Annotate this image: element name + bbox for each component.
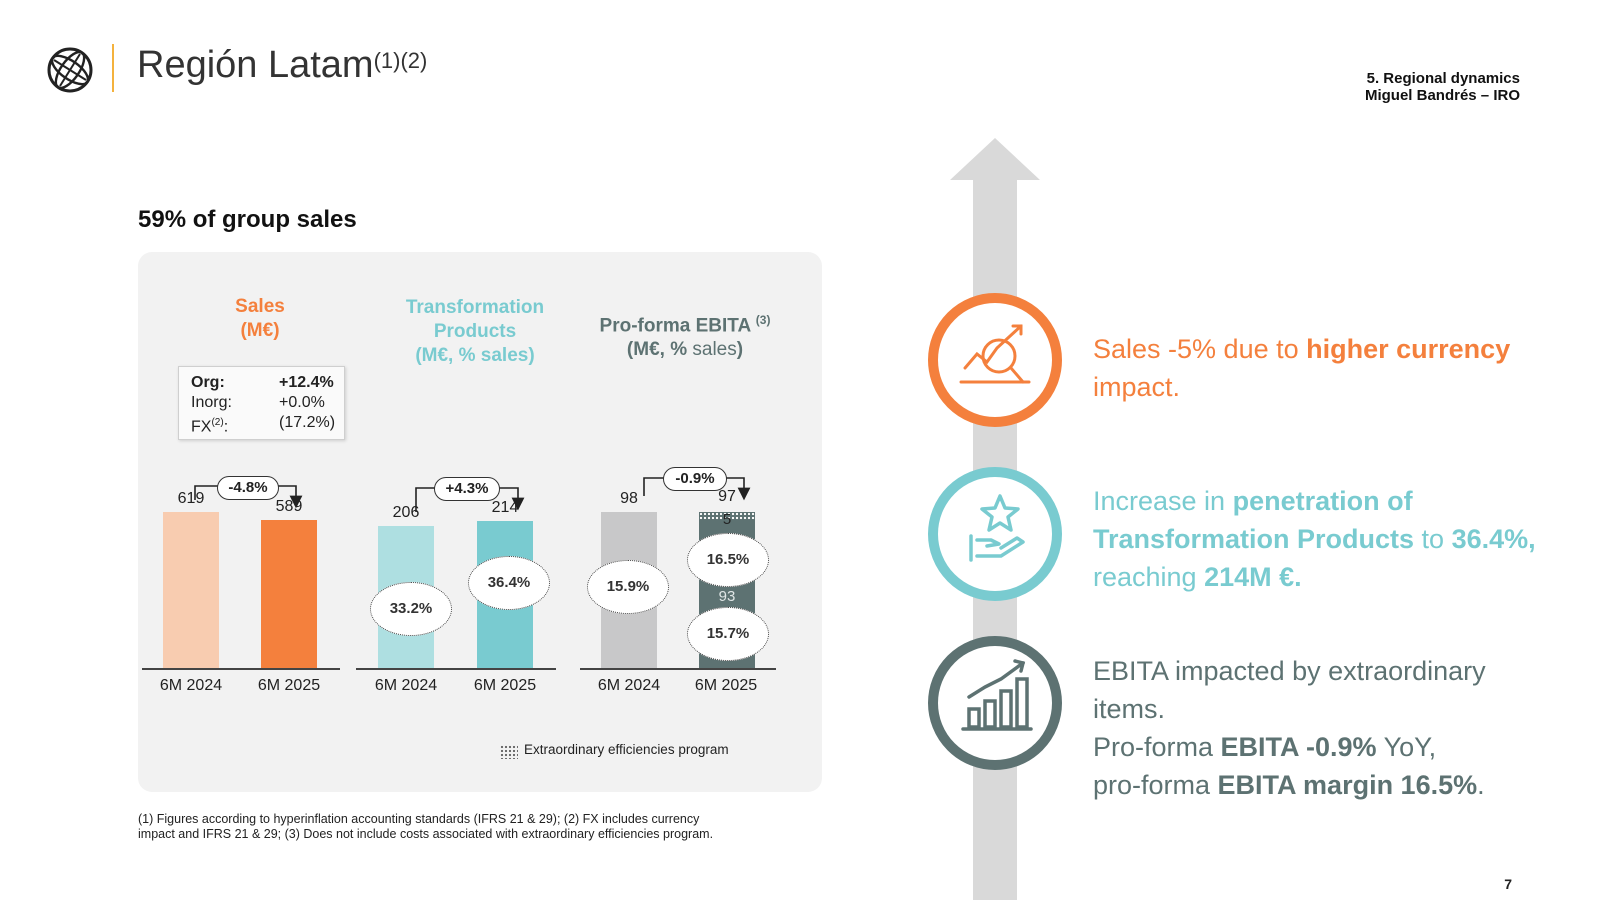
tp-chart-title: Transformation Products (M€, % sales) — [405, 297, 545, 366]
ebita-value-6m2024: 98 — [620, 490, 638, 507]
tp-highlight: Increase in penetration of Transformatio… — [1093, 486, 1536, 592]
sales-cat-6m2025: 6M 2025 — [257, 677, 321, 694]
star-hand-icon — [928, 467, 1062, 601]
tp-pct-6m2025: 36.4% — [468, 556, 550, 610]
sales-change-badge: -4.8% — [217, 476, 279, 500]
page-title: Región Latam(1)(2) — [137, 44, 428, 86]
tp-pct-6m2024: 33.2% — [370, 582, 452, 636]
section-header: 5. Regional dynamics Miguel Bandrés – IR… — [1365, 70, 1520, 104]
sales-axis — [142, 668, 340, 670]
sales-bar-6m2025 — [261, 519, 317, 668]
sales-chart-title: Sales (M€) — [235, 296, 285, 341]
tp-value-6m2024: 206 — [392, 504, 420, 522]
sales-value-6m2025: 589 — [275, 497, 303, 515]
tp-axis — [356, 668, 556, 670]
sales-value-6m2024: 619 — [177, 490, 205, 507]
ebita-margin-6m2025-proforma: 16.5% — [687, 533, 769, 587]
ebita-margin-6m2025: 15.7% — [687, 607, 769, 661]
ebita-axis — [580, 668, 776, 670]
ebita-change-badge: -0.9% — [663, 467, 727, 491]
tp-cat-6m2025: 6M 2025 — [473, 677, 537, 694]
ebita-cat-6m2025: 6M 2025 — [694, 677, 758, 694]
sales-cat-6m2024: 6M 2024 — [159, 677, 223, 694]
tp-value-6m2025: 214 — [491, 499, 519, 516]
ebita-chart-title: Pro-forma EBITA (3) (M€, % sales) — [599, 313, 771, 361]
ebita-bar-6m2025-extraordinary — [699, 512, 755, 520]
ebita-highlight: EBITA impacted by extraordinary items. P… — [1093, 656, 1486, 800]
legend-swatch — [500, 745, 518, 759]
tp-cat-6m2024: 6M 2024 — [374, 677, 438, 694]
section-name: 5. Regional dynamics — [1366, 70, 1520, 87]
sales-bar-6m2024 — [163, 512, 219, 668]
ebita-value-6m2025: 97 — [718, 488, 736, 505]
presenter-name: Miguel Bandrés – IRO — [1364, 87, 1520, 104]
legend-label: Extraordinary efficiencies program — [524, 742, 729, 757]
footnote: (1) Figures according to hyperinflation … — [138, 812, 714, 841]
ebita-extraordinary-value: 5 — [722, 511, 732, 528]
sales-growth-breakdown: Org: +12.4% Inorg: +0.0% FX(2): (17.2%) — [178, 366, 345, 440]
tp-change-badge: +4.3% — [434, 477, 500, 501]
ebita-base-value: 93 — [718, 587, 736, 605]
title-footnote-refs: (1)(2) — [373, 48, 428, 73]
globe-icon — [46, 46, 94, 94]
page-number: 7 — [1504, 876, 1512, 892]
sales-analytics-icon — [928, 293, 1062, 427]
slide-subtitle: 59% of group sales — [138, 206, 357, 233]
ebita-cat-6m2024: 6M 2024 — [597, 677, 661, 694]
sales-highlight: Sales -5% due to higher currency impact. — [1093, 334, 1511, 402]
title-divider — [112, 44, 114, 92]
growth-chart-icon — [928, 636, 1062, 770]
ebita-margin-6m2024: 15.9% — [587, 560, 669, 614]
